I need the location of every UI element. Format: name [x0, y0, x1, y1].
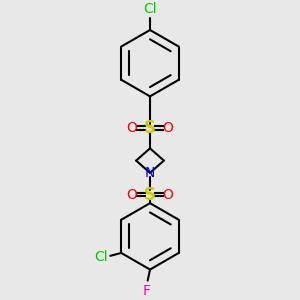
Text: N: N — [145, 166, 155, 180]
Text: Cl: Cl — [94, 250, 107, 264]
Text: O: O — [163, 121, 173, 135]
Text: O: O — [163, 188, 173, 202]
Text: F: F — [143, 284, 151, 298]
Text: S: S — [144, 119, 156, 137]
Text: O: O — [127, 121, 137, 135]
Text: O: O — [127, 188, 137, 202]
Text: S: S — [144, 185, 156, 203]
Text: Cl: Cl — [143, 2, 157, 16]
